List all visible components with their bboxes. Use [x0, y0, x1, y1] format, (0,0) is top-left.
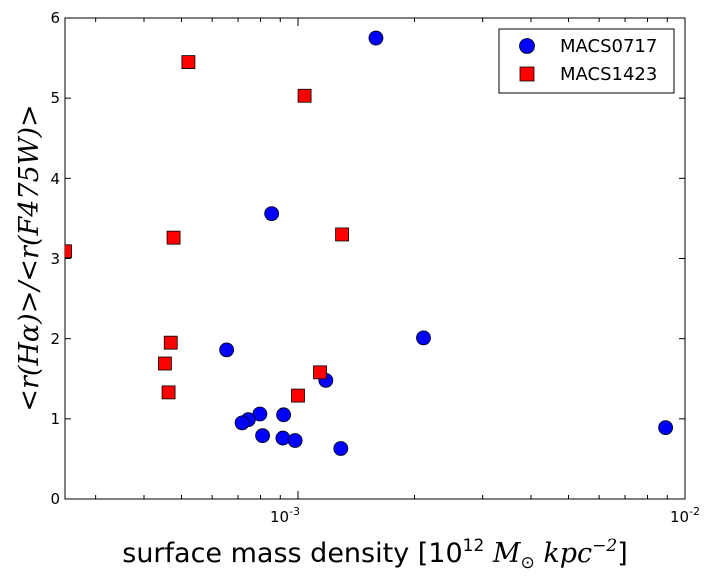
point-macs1423: [297, 88, 312, 103]
point-macs0717: [416, 330, 431, 346]
y-tick-label: 3: [50, 250, 60, 268]
x-tick-base: 10: [670, 508, 689, 526]
point-macs1423: [65, 244, 72, 259]
point-macs0717: [368, 30, 384, 46]
x-axis-label-m: M: [484, 538, 522, 569]
x-tick-label-1e-2: 10-2: [670, 505, 700, 526]
point-macs1423: [313, 365, 327, 380]
point-macs0717: [255, 428, 270, 444]
legend-marker-macs1423: [519, 66, 535, 82]
y-tick-labels: 0 1 2 3 4 5 6: [50, 9, 60, 508]
point-macs0717: [658, 420, 674, 436]
legend-marker-macs0717: [519, 38, 535, 54]
y-axis-label: <r(Hα)>/<r(F475W)>: [14, 104, 45, 411]
point-macs1423: [335, 227, 349, 242]
x-axis-label-kpc: kpc: [535, 538, 592, 569]
y-tick-label: 6: [50, 9, 60, 27]
point-macs1423: [166, 230, 181, 245]
point-macs1423: [181, 55, 196, 69]
x-axis-label-prefix: surface mass density [10: [122, 538, 462, 569]
x-tick-exp: -3: [289, 505, 300, 518]
point-macs1423: [163, 335, 178, 350]
point-macs0717: [219, 342, 235, 358]
data-points: [65, 30, 674, 456]
point-macs0717: [275, 430, 291, 446]
axis-ticks: [65, 17, 686, 500]
x-tick-labels: 10-3 10-2: [270, 505, 700, 526]
point-macs1423: [161, 385, 176, 400]
point-macs1423: [158, 356, 172, 371]
y-tick-label: 0: [50, 490, 60, 508]
point-macs0717: [287, 433, 303, 448]
y-tick-label: 4: [50, 170, 60, 188]
y-tick-label: 5: [50, 89, 60, 107]
point-macs1423: [291, 388, 305, 403]
x-axis-label-sun: ⊙: [521, 553, 535, 573]
legend: MACS0717 MACS1423: [498, 28, 675, 94]
point-macs0717: [234, 415, 250, 431]
legend-label-macs1423: MACS1423: [560, 64, 657, 85]
x-axis-label: surface mass density [1012 M⊙ kpc−2]: [122, 536, 628, 573]
point-macs0717: [276, 407, 292, 423]
point-macs0717: [333, 441, 349, 456]
x-axis-label-exp1: 12: [463, 536, 485, 556]
x-axis-label-exp2: −2: [592, 536, 617, 556]
legend-label-macs0717: MACS0717: [560, 36, 657, 57]
y-tick-label: 1: [50, 410, 60, 428]
point-macs0717: [264, 206, 280, 222]
x-axis-label-suffix: ]: [617, 538, 628, 569]
x-tick-base: 10: [270, 508, 289, 526]
x-tick-label-1e-3: 10-3: [270, 505, 300, 526]
x-tick-exp: -2: [689, 505, 700, 518]
y-tick-label: 2: [50, 330, 60, 348]
